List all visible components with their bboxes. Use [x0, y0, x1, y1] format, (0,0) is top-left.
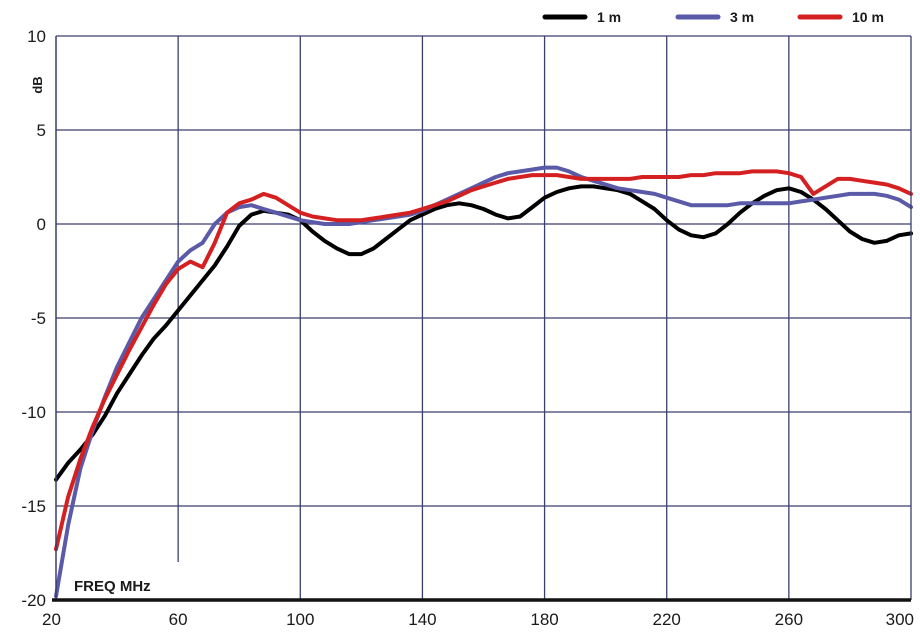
- legend-label: 10 m: [852, 9, 884, 25]
- legend: 1 m 3 m 10 m: [542, 9, 884, 25]
- y-tick-label: -15: [21, 497, 46, 516]
- x-tick-label: 60: [169, 610, 188, 629]
- grid-lines: [56, 36, 911, 600]
- y-tick-label: -10: [21, 403, 46, 422]
- axes: [52, 35, 912, 602]
- x-tick-label: 140: [408, 610, 436, 629]
- y-axis-label: dB: [30, 76, 45, 93]
- x-tick-label: 100: [286, 610, 314, 629]
- y-tick-label: -20: [21, 591, 46, 610]
- y-tick-label: -5: [31, 309, 46, 328]
- y-tick-labels: 10 5 0 -5 -10 -15 -20: [21, 27, 46, 610]
- legend-label: 1 m: [597, 9, 621, 25]
- y-tick-label: 10: [27, 27, 46, 46]
- series-layer: [54, 165, 913, 599]
- series-line-3m: [54, 165, 913, 599]
- x-tick-label: 260: [775, 610, 803, 629]
- x-tick-labels: 20 60 100 140 180 220 260 300: [42, 610, 914, 629]
- y-tick-label: 5: [37, 121, 46, 140]
- series-line-10m: [54, 169, 913, 552]
- x-tick-label: 20: [42, 610, 61, 629]
- y-tick-label: 0: [37, 215, 46, 234]
- series-line-1m: [54, 184, 913, 482]
- x-tick-label: 180: [530, 610, 558, 629]
- x-axis-label: FREQ MHz: [74, 578, 151, 595]
- x-tick-label: 220: [653, 610, 681, 629]
- legend-label: 3 m: [730, 9, 754, 25]
- x-tick-label: 300: [886, 610, 914, 629]
- x-axis-label-box: FREQ MHz: [68, 573, 176, 595]
